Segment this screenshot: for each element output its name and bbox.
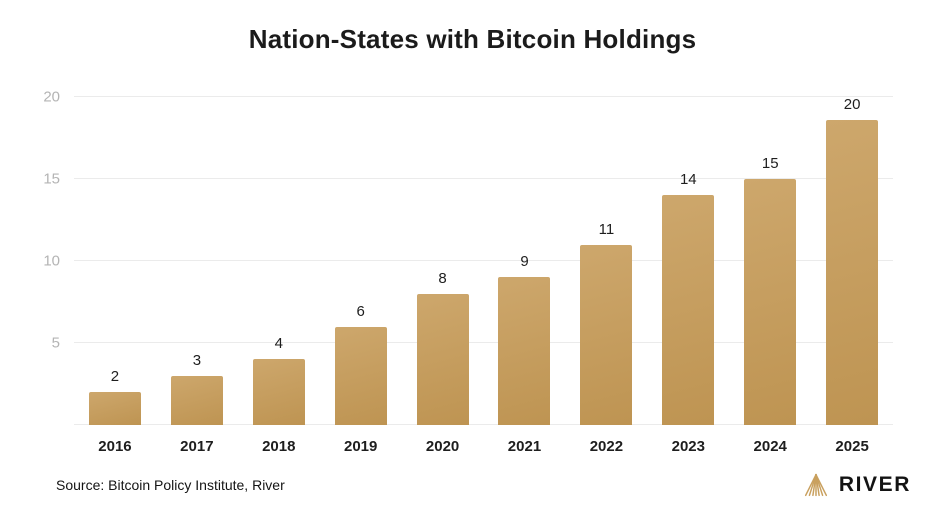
bar-value-label: 3 [192, 351, 202, 369]
bar-chart: 5 10 15 20 2 3 4 6 8 9 11 14 15 20 2016 2017 2018 2019 2… [43, 89, 893, 455]
bar-value-label: 6 [356, 302, 365, 320]
bar-value-label: 15 [761, 155, 779, 172]
chart-footer: Source: Bitcoin Policy Institute, River … [0, 470, 945, 518]
bar-column: 2 [74, 97, 156, 425]
bar [334, 326, 387, 425]
x-axis-label: 2020 [425, 438, 460, 455]
bar-value-label: 8 [438, 269, 447, 287]
plot-area: 5 10 15 20 2 3 4 6 8 9 11 14 15 20 [43, 89, 893, 425]
bar [580, 244, 633, 425]
river-logo: RIVER [801, 470, 911, 500]
x-axis-label: 2021 [507, 438, 542, 455]
x-axis: 2016 2017 2018 2019 2020 2021 2022 2023 2024 2025 [74, 438, 893, 455]
chart-title: Nation-States with Bitcoin Holdings [248, 24, 697, 54]
river-logo-icon [804, 473, 827, 497]
bar-value-label: 14 [679, 171, 697, 189]
bar-column: 3 [156, 97, 238, 425]
bar [252, 359, 305, 425]
bar [826, 120, 879, 425]
bar [88, 392, 141, 425]
bar-column: 14 [647, 97, 729, 425]
x-axis-label: 2023 [671, 438, 705, 455]
gridline [74, 178, 893, 179]
y-axis-tick-label: 20 [43, 88, 60, 106]
x-axis-label: 2018 [262, 438, 296, 455]
bar-column: 20 [811, 97, 893, 425]
y-axis-tick-label: 15 [43, 170, 60, 188]
x-axis-label: 2024 [753, 438, 787, 455]
y-axis-tick-label: 10 [43, 252, 60, 270]
source-note: Source: Bitcoin Policy Institute, River [56, 477, 285, 493]
bar [416, 293, 469, 425]
bar-value-label: 2 [110, 368, 120, 386]
river-brand-text: RIVER [838, 473, 911, 496]
x-axis-label: 2016 [98, 438, 132, 455]
bar-column: 15 [729, 97, 811, 425]
bar-column: 11 [565, 97, 647, 425]
bar-value-label: 20 [843, 96, 861, 113]
bar-value-label: 4 [274, 335, 283, 353]
bar-value-label: 9 [520, 253, 529, 271]
bars-layer: 2 3 4 6 8 9 11 14 15 20 [74, 97, 893, 425]
bar-column: 6 [320, 97, 402, 425]
x-axis-label: 2017 [180, 438, 214, 455]
bar [498, 277, 551, 425]
bar [662, 195, 715, 425]
x-axis-label: 2025 [835, 438, 869, 455]
bar-value-label: 11 [598, 220, 615, 238]
bar-column: 8 [402, 97, 484, 425]
grid-layer: 5 10 15 20 [43, 89, 893, 425]
x-axis-label: 2019 [343, 438, 378, 455]
bar [744, 179, 797, 425]
y-axis-tick-label: 5 [51, 334, 60, 352]
x-axis-label: 2022 [589, 438, 624, 455]
gridline [74, 260, 893, 261]
gridline [74, 96, 893, 97]
gridline [74, 424, 893, 425]
bar-column: 9 [484, 97, 566, 425]
gridline [74, 342, 893, 343]
bar [170, 375, 223, 425]
bar-column: 4 [238, 97, 320, 425]
